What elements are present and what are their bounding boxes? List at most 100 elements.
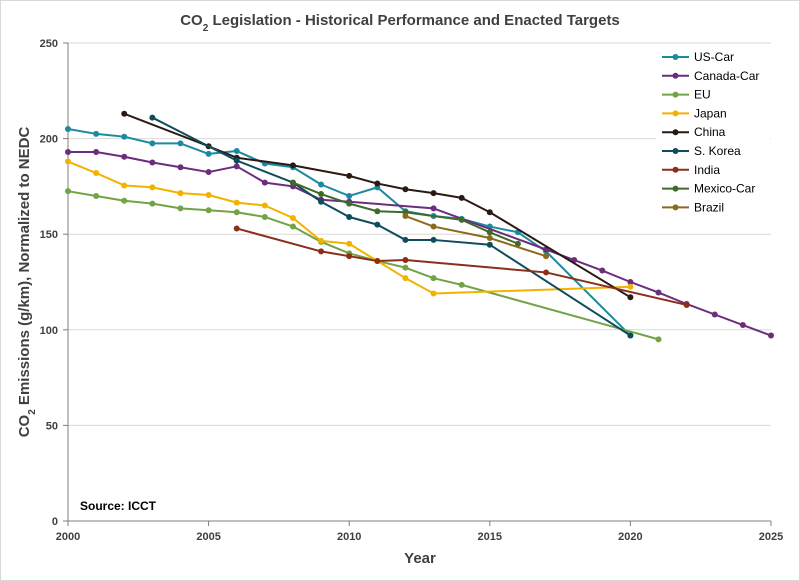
data-point [458, 194, 465, 201]
legend-item: India [662, 163, 720, 177]
data-point [711, 311, 718, 318]
plot-area [67, 43, 771, 522]
data-point [318, 181, 325, 188]
data-point [318, 191, 325, 198]
data-point [402, 236, 409, 243]
data-point [65, 158, 71, 165]
data-point [233, 163, 240, 170]
x-tick-label: 2005 [196, 531, 220, 543]
legend-item: US-Car [662, 50, 734, 64]
data-point [177, 140, 184, 147]
data-point [430, 205, 437, 212]
x-tick-label: 2020 [618, 531, 642, 543]
data-point [430, 236, 437, 243]
data-point [486, 229, 493, 236]
data-point [402, 213, 409, 220]
legend: US-Car Canada-Car EU Japan China S. Korea Indi… [656, 50, 770, 220]
x-axis-title: Year [404, 550, 436, 567]
y-tick-label: 250 [40, 38, 58, 50]
data-point [318, 237, 325, 244]
data-point [430, 275, 437, 282]
data-point [655, 289, 662, 296]
legend-item: Mexico-Car [662, 182, 755, 196]
gridlines [68, 42, 771, 426]
legend-label: S. Korea [694, 144, 741, 158]
legend-marker [672, 185, 679, 192]
legend-item: Japan [662, 106, 727, 120]
data-point [149, 200, 156, 207]
y-tick-label: 200 [40, 134, 58, 146]
y-tick-label: 50 [46, 420, 58, 432]
data-point [346, 253, 353, 260]
legend-label: Brazil [694, 200, 724, 214]
data-point [739, 322, 746, 329]
data-point [233, 209, 240, 216]
data-point [177, 164, 184, 171]
x-tick-label: 2010 [337, 531, 361, 543]
series-eu [65, 188, 662, 343]
data-point [205, 207, 212, 214]
legend-marker [672, 148, 679, 154]
data-point [374, 221, 381, 228]
data-point [402, 186, 409, 193]
legend-marker [672, 110, 679, 117]
data-point [177, 190, 184, 197]
data-point [374, 180, 381, 187]
data-point [374, 257, 381, 264]
y-axis-title: CO2 Emissions (g/km), Normalized to NEDC [16, 127, 38, 438]
data-point [261, 202, 268, 209]
legend-label: India [694, 163, 720, 177]
source-annotation: Source: ICCT [80, 499, 157, 513]
data-point [430, 290, 437, 297]
data-point [149, 114, 156, 121]
data-point [205, 150, 212, 157]
series-india [233, 225, 690, 308]
data-point [486, 241, 493, 248]
data-point [121, 182, 128, 189]
data-point [346, 200, 353, 207]
data-point [599, 267, 606, 274]
data-point [289, 179, 296, 186]
data-point [177, 205, 184, 212]
y-tick-label: 150 [40, 229, 58, 241]
legend-marker [672, 54, 679, 60]
data-point [346, 240, 353, 247]
series-line-eu [67, 190, 659, 341]
series-brazil [402, 213, 550, 260]
legend-label: China [694, 125, 726, 139]
y-tick-label: 100 [40, 325, 58, 337]
data-point [149, 184, 156, 191]
legend-marker [672, 72, 679, 79]
data-point [543, 269, 550, 276]
data-point [233, 199, 240, 206]
legend-marker [672, 91, 679, 98]
data-point [65, 188, 71, 195]
series-line-s-korea [151, 116, 631, 337]
data-point [93, 192, 100, 199]
x-tick-label: 2025 [759, 531, 783, 543]
data-point [93, 170, 100, 177]
data-point [627, 332, 634, 339]
x-tick-label: 2000 [56, 531, 80, 543]
legend-item: EU [662, 88, 711, 102]
data-point [346, 192, 353, 199]
data-point [514, 240, 521, 247]
data-point [430, 190, 437, 197]
data-point [65, 126, 71, 133]
x-tick-label: 2015 [478, 531, 502, 543]
data-point [402, 264, 409, 271]
data-point [93, 130, 100, 137]
legend-marker [672, 166, 679, 173]
data-point [149, 140, 156, 147]
data-point [430, 223, 437, 230]
legend-label: Canada-Car [694, 69, 759, 83]
data-point [318, 198, 325, 205]
series-lines [65, 110, 774, 343]
data-point [205, 169, 212, 176]
data-point [233, 225, 240, 232]
data-point [289, 223, 296, 230]
data-point [627, 294, 634, 301]
data-point [205, 192, 212, 199]
